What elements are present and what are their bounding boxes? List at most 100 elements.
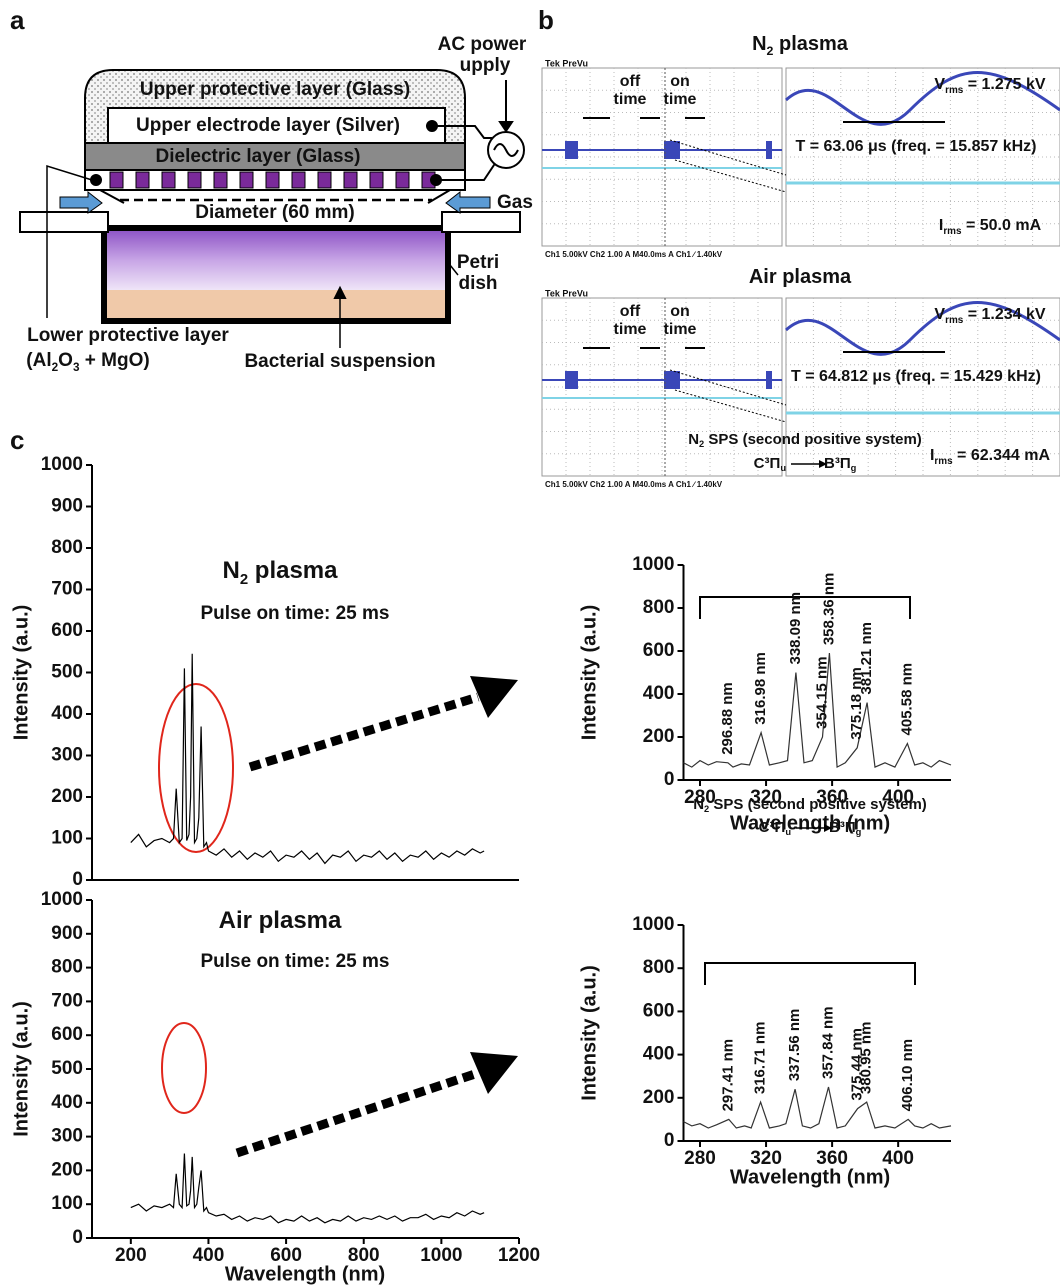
layer-label: Upper electrode layer (Silver) (136, 115, 400, 136)
panel-label: a (10, 5, 25, 35)
subscript: 2 (240, 572, 248, 588)
vrms-label: Vrms = 1.275 kV (934, 76, 1045, 96)
y-tick-label: 500 (51, 1058, 83, 1079)
scope-footer: Ch1 5.00kV Ch2 1.00 A M40.0ms A Ch1 ∕ 1.… (545, 250, 723, 259)
lower-label: Lower protective layer (27, 325, 229, 346)
scope-screen (541, 297, 783, 477)
y-tick-label: 0 (72, 1227, 83, 1248)
text-part: SPS (second positive system) (709, 796, 927, 813)
text-part: (Al (26, 350, 51, 371)
peak-label: 354.15 nm (813, 656, 830, 729)
peak-label: 406.10 nm (899, 1039, 916, 1112)
pulse-burst (664, 371, 680, 389)
y-axis-label: Intensity (a.u.) (10, 1001, 32, 1137)
text-part: I (939, 217, 943, 234)
pulse-burst (766, 371, 772, 389)
subscript: u (785, 827, 791, 837)
peak-label: 375.18 nm (848, 667, 865, 740)
x-tick-label: 800 (348, 1245, 380, 1266)
x-tick-label: 280 (684, 787, 716, 808)
bacteria-label: Bacterial suspension (244, 351, 435, 372)
chart-title: N2 plasma (222, 557, 338, 588)
sps-bracket (699, 596, 911, 619)
text-part: Air plasma (749, 266, 852, 288)
y-tick-label: 600 (51, 1024, 83, 1045)
pulse-burst (766, 141, 772, 159)
text-part: SPS (second positive system) (704, 431, 922, 448)
lower-formula: (Al2O3 + MgO) (26, 350, 149, 374)
time-label: time (664, 321, 697, 338)
x-tick-label: 400 (193, 1245, 225, 1266)
subscript: rms (945, 315, 964, 326)
y-tick-label: 400 (51, 703, 83, 724)
text-part: I (930, 447, 934, 464)
x-tick-label: 1200 (498, 1245, 540, 1266)
y-tick-label: 100 (51, 1193, 83, 1214)
subscript: 2 (704, 804, 709, 814)
layer-label: Dielectric layer (Glass) (156, 146, 361, 167)
time-label: off (620, 73, 641, 90)
x-tick-label: 280 (684, 1148, 716, 1169)
peak-label: 316.98 nm (752, 652, 769, 725)
y-tick-label: 600 (51, 620, 83, 641)
ac-label: upply (460, 55, 511, 76)
panel-label: b (538, 5, 554, 35)
scope-title: Air plasma (749, 266, 852, 288)
y-tick-label: 200 (643, 726, 675, 747)
zoom-indicators (158, 676, 518, 1158)
x-axis-label: Wavelength (nm) (730, 812, 890, 834)
y-tick-label: 200 (51, 786, 83, 807)
ac-label: AC power (438, 34, 527, 55)
y-tick-label: 400 (643, 683, 675, 704)
irms-label: Irms = 62.344 mA (930, 447, 1050, 467)
text-part: B³Π (829, 819, 856, 836)
chart-subtitle: Pulse on time: 25 ms (200, 951, 389, 972)
text-part: C³Π (754, 455, 781, 472)
transition-label: C³Πu B³Πg (754, 455, 857, 473)
text-part: = 1.275 kV (963, 76, 1046, 93)
vrms-label: Vrms = 1.234 kV (934, 306, 1045, 326)
y-tick-label: 800 (643, 597, 675, 618)
transition-arrowhead (824, 824, 832, 832)
y-tick-label: 700 (51, 579, 83, 600)
y-tick-label: 0 (664, 769, 675, 790)
zoom-link (669, 369, 787, 406)
diameter-label: Diameter (60 mm) (195, 202, 354, 223)
time-label: time (614, 321, 647, 338)
zoom-link (674, 159, 787, 193)
y-tick-label: 800 (51, 537, 83, 558)
pulse-burst (565, 141, 578, 159)
x-axis-label: Wavelength (nm) (730, 1166, 890, 1188)
pulse-burst (664, 141, 680, 159)
spectrum-line (683, 1086, 952, 1129)
scope-header: Tek PreVu (545, 288, 588, 298)
x-tick-label: 320 (750, 787, 782, 808)
time-label: on (670, 303, 690, 320)
scope-title: N2 plasma (752, 33, 849, 58)
period-label: T = 63.06 μs (freq. = 15.857 kHz) (795, 138, 1036, 155)
sine-trace (784, 301, 1060, 356)
scope-footer: Ch1 5.00kV Ch2 1.00 A M40.0ms A Ch1 ∕ 1.… (545, 480, 723, 489)
text-part: N (693, 796, 704, 813)
sine-trace (784, 71, 1060, 126)
time-label: off (620, 303, 641, 320)
y-tick-label: 200 (643, 1087, 675, 1108)
text-part: plasma (248, 557, 338, 584)
zoom-link (669, 139, 787, 176)
text-part: N (222, 557, 239, 584)
text-part: = 50.0 mA (962, 217, 1042, 234)
petri-label: dish (458, 273, 497, 294)
peak-label: 381.21 nm (858, 622, 875, 695)
y-tick-label: 700 (51, 990, 83, 1011)
transition-arrowhead (819, 460, 827, 468)
y-tick-label: 300 (51, 1126, 83, 1147)
scope-header: Tek PreVu (545, 58, 588, 68)
subscript: u (780, 463, 786, 473)
y-tick-label: 1000 (632, 914, 674, 935)
y-tick-label: 900 (51, 496, 83, 517)
text-part: Air plasma (219, 907, 342, 934)
panel-label: c (10, 425, 24, 455)
y-tick-label: 0 (664, 1130, 675, 1151)
annotation-title: N2 SPS (second positive system) (693, 796, 927, 814)
